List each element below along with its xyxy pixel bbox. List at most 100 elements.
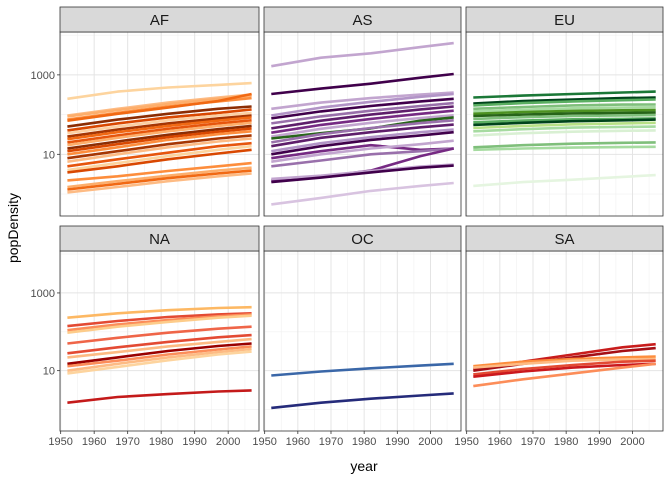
- x-tick-label: 2000: [418, 436, 442, 448]
- series-line: [67, 347, 252, 372]
- series-line: [271, 119, 454, 144]
- facet-strip-label: AS: [352, 12, 372, 29]
- series-line: [271, 123, 454, 148]
- x-tick-label: 1950: [454, 436, 478, 448]
- facet-strip: [59, 225, 260, 252]
- facet-strip: [465, 6, 664, 33]
- facet-panel-af: AF 10 1000: [31, 6, 260, 217]
- series-line: [67, 333, 252, 355]
- series-line: [271, 392, 454, 410]
- series-line: [67, 172, 252, 194]
- series-line: [67, 105, 252, 128]
- series-line: [67, 127, 252, 153]
- series-line: [473, 108, 656, 116]
- facet-panel-as: AS: [263, 6, 462, 217]
- series-line: [473, 362, 656, 388]
- series-line: [67, 119, 252, 144]
- facet-panel-eu: EU: [465, 6, 664, 217]
- x-axis-title: year: [350, 458, 378, 474]
- panel-background: [466, 251, 663, 431]
- series-line: [473, 355, 656, 368]
- series-line: [473, 125, 656, 133]
- series-line: [271, 139, 454, 163]
- x-tick-label: 1970: [319, 436, 343, 448]
- x-tick-label: 1960: [488, 436, 512, 448]
- facet-strip-label: AF: [150, 12, 169, 29]
- panel-background: [264, 251, 461, 431]
- series-line: [473, 362, 656, 378]
- series-line: [271, 41, 454, 68]
- series-line: [67, 137, 252, 163]
- series-line: [473, 357, 656, 369]
- series-line: [271, 92, 454, 117]
- y-tick-label: 1000: [31, 70, 55, 82]
- series-line: [67, 124, 252, 150]
- series-line: [67, 313, 252, 332]
- facet-strip: [59, 6, 260, 33]
- series-line: [271, 109, 454, 134]
- series-line: [67, 148, 252, 174]
- series-line: [473, 111, 656, 118]
- series-line: [271, 128, 454, 153]
- facet-panel-oc: OC 1950 1960 1970 1980 1990 2000: [252, 225, 462, 448]
- series-line: [67, 169, 252, 191]
- y-axis-title: popDensity: [5, 193, 21, 263]
- panels: AF 10 1000 AS EU NA 10 1000 1950 1960 1970 1980 1990…: [31, 6, 664, 448]
- facet-strip-label: EU: [554, 12, 575, 29]
- series-line: [473, 121, 656, 130]
- series-line: [473, 145, 656, 152]
- series-line: [271, 91, 454, 111]
- series-line: [473, 96, 656, 105]
- x-tick-label: 1980: [149, 436, 173, 448]
- series-line: [67, 166, 252, 189]
- facet-strip-label: OC: [351, 231, 374, 248]
- series-line: [67, 389, 252, 404]
- series-line: [67, 325, 252, 345]
- series-line: [67, 312, 252, 328]
- x-tick-label: 1990: [587, 436, 611, 448]
- x-tick-label: 2000: [216, 436, 240, 448]
- x-tick-label: 2000: [620, 436, 644, 448]
- series-line: [271, 105, 454, 130]
- series-line: [271, 181, 454, 206]
- series-line: [67, 141, 252, 168]
- x-tick-label: 1960: [82, 436, 106, 448]
- series-line: [67, 92, 252, 122]
- series-line: [271, 101, 454, 125]
- x-tick-label: 1950: [252, 436, 276, 448]
- series-line: [67, 111, 252, 135]
- series-line: [67, 134, 252, 160]
- series-line: [67, 121, 252, 147]
- facet-panel-na: NA 10 1000 1950 1960 1970 1980 1990 2000: [31, 225, 260, 448]
- x-tick-label: 1980: [352, 436, 376, 448]
- x-tick-label: 1970: [521, 436, 545, 448]
- series-line: [271, 147, 454, 168]
- x-tick-label: 1950: [48, 436, 72, 448]
- series-line: [67, 144, 252, 172]
- series-line: [473, 90, 656, 99]
- x-tick-label: 1990: [385, 436, 409, 448]
- x-tick-label: 1960: [286, 436, 310, 448]
- series-line: [473, 113, 656, 121]
- series-line: [473, 103, 656, 111]
- facet-strip: [465, 225, 664, 252]
- series-line: [67, 305, 252, 319]
- series-line: [67, 130, 252, 156]
- series-line: [67, 350, 252, 375]
- series-line: [473, 98, 656, 107]
- series-line: [473, 117, 656, 124]
- series-line: [67, 116, 252, 141]
- facet-strip: [263, 225, 462, 252]
- series-line: [67, 345, 252, 368]
- facet-strip-label: NA: [149, 231, 170, 248]
- series-line: [271, 362, 454, 377]
- y-tick-label: 1000: [31, 288, 55, 300]
- series-line: [473, 359, 656, 376]
- series-line: [473, 173, 656, 188]
- series-line: [473, 129, 656, 137]
- series-line: [67, 81, 252, 101]
- facet-strip-label: SA: [554, 231, 574, 248]
- series-line: [473, 118, 656, 127]
- series-line: [271, 97, 454, 120]
